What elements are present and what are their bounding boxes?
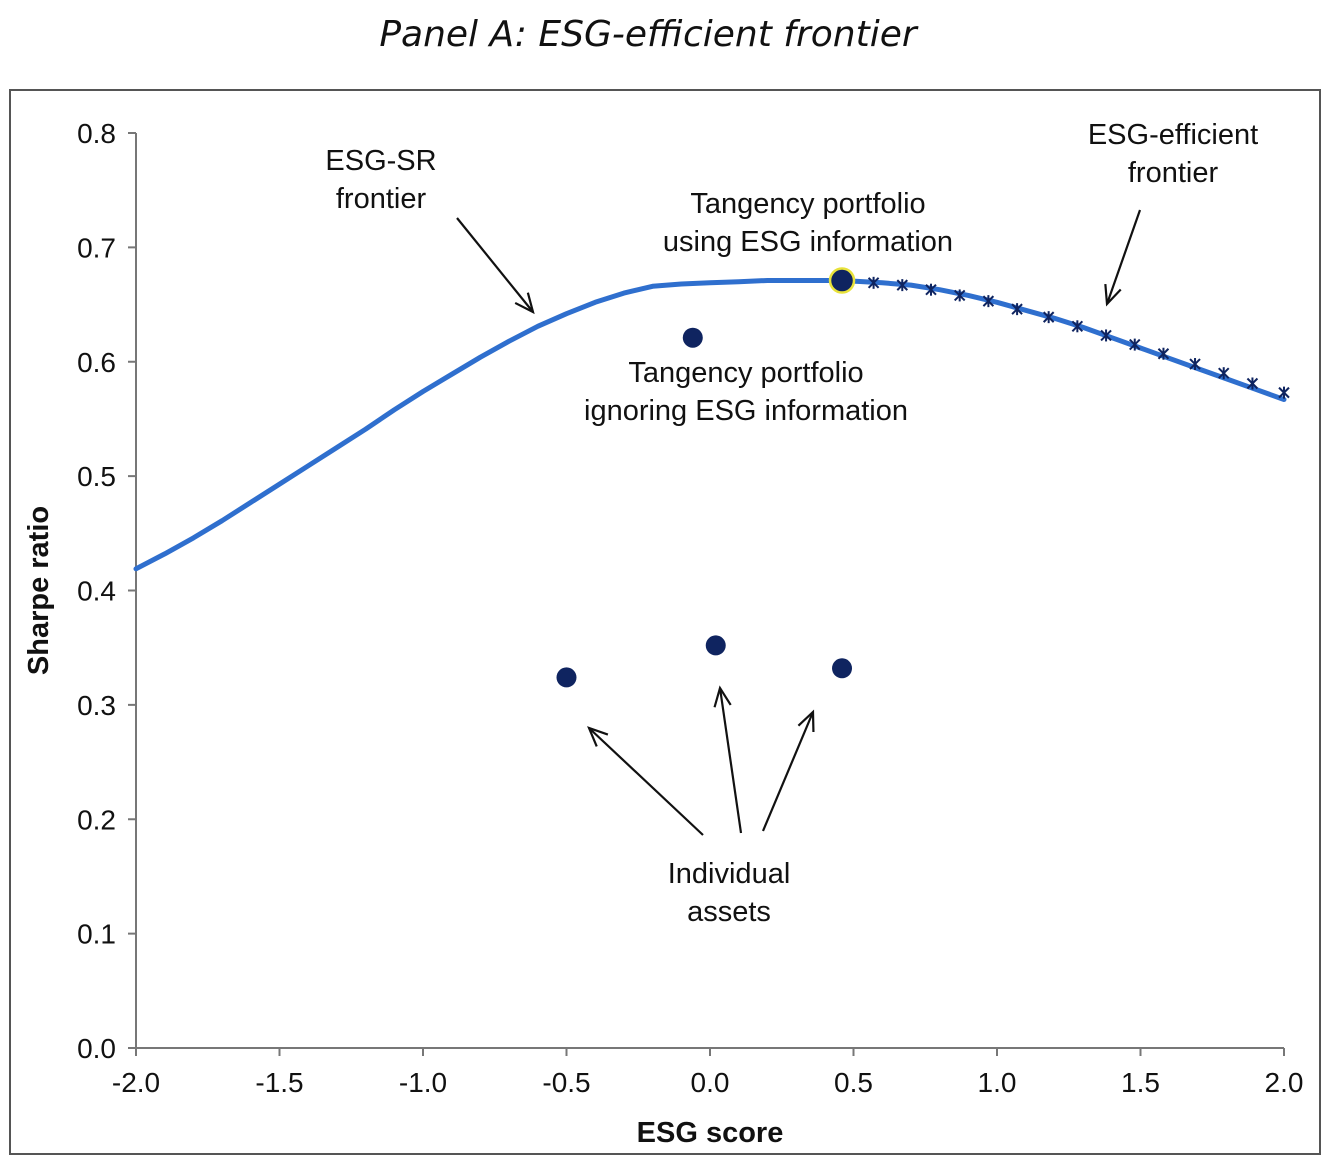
y-tick-label: 0.5 [77, 461, 116, 492]
efficient-frontier-marker [1246, 377, 1259, 390]
individual-asset-point [705, 635, 726, 656]
y-tick-label: 0.3 [77, 690, 116, 721]
efficient-frontier-marker [867, 276, 880, 289]
efficient-frontier-marker [1042, 311, 1055, 324]
x-tick-label: 0.0 [691, 1067, 730, 1098]
efficient-frontier-marker [1011, 303, 1023, 316]
label-tangency-ignoring-esg: ignoring ESG information [584, 395, 908, 427]
arrow-asset-1 [587, 726, 704, 836]
label-esg-sr-frontier: frontier [336, 183, 427, 215]
individual-asset-point [556, 667, 577, 688]
tangency-point-esg [828, 267, 856, 294]
chart-frame [9, 89, 1321, 1155]
label-individual-assets: Individual [668, 858, 791, 890]
label-esg-efficient-frontier: ESG-efficient [1088, 119, 1258, 151]
arrow-shaft [588, 727, 704, 836]
efficient-frontier-marker [1218, 367, 1230, 380]
efficient-frontier-marker [1071, 320, 1084, 333]
y-axis-label: Sharpe ratio [23, 506, 55, 675]
arrow-shaft [456, 217, 534, 313]
tangency-point-ignoring [682, 327, 703, 348]
x-tick-label: -1.5 [255, 1067, 303, 1098]
frontier-line [133, 278, 1287, 572]
arrow-head [1104, 283, 1122, 307]
y-tick-label: 0.0 [77, 1033, 116, 1064]
label-tangency-ignoring-esg: Tangency portfolio [628, 357, 863, 389]
efficient-frontier-marker [925, 283, 937, 296]
label-tangency-using-esg: using ESG information [663, 226, 953, 258]
label-esg-sr-frontier: ESG-SR [325, 145, 436, 177]
arrow-head [797, 709, 815, 733]
x-tick-label: 1.0 [978, 1067, 1017, 1098]
arrow-head [514, 292, 535, 315]
y-tick-label: 0.8 [77, 118, 116, 149]
y-tick-label: 0.1 [77, 919, 116, 950]
efficient-frontier-marker [1157, 347, 1170, 360]
efficient-frontier-marker [896, 279, 908, 292]
annotations: ESG-SR frontier ESG-efficient frontier Tange… [325, 119, 1258, 928]
arrow-asset-2 [713, 685, 743, 834]
axes: 0.0 0.1 0.2 0.3 0.4 0.5 0.6 0.7 0.8 -2.0 -1.5 -1.0 -… [23, 118, 1303, 1149]
arrows [456, 209, 1142, 836]
label-tangency-using-esg: Tangency portfolio [690, 188, 925, 220]
curves [133, 278, 1287, 572]
x-tick-label: -2.0 [112, 1067, 160, 1098]
arrow-asset-3 [761, 709, 815, 832]
arrow-shaft [718, 687, 743, 834]
arrow-shaft [761, 711, 815, 832]
label-esg-efficient-frontier: frontier [1128, 157, 1219, 189]
arrow-shaft [1105, 209, 1142, 305]
efficient-frontier-marker [1129, 338, 1141, 351]
efficient-frontier-marker [953, 289, 966, 302]
y-tick-label: 0.7 [77, 232, 116, 263]
chart-title: Panel A: ESG-efficient frontier [379, 14, 917, 55]
x-tick-label: 1.5 [1121, 1067, 1160, 1098]
x-axis-label: ESG score [637, 1117, 784, 1149]
marks [556, 267, 1290, 688]
efficient-frontier-marker [1189, 358, 1201, 371]
arrow-esg-efficient [1104, 209, 1142, 307]
individual-asset-point [832, 658, 853, 679]
x-tick-label: 0.5 [834, 1067, 873, 1098]
x-tick-label: -0.5 [542, 1067, 590, 1098]
x-tick-label: -1.0 [399, 1067, 447, 1098]
label-individual-assets: assets [687, 896, 771, 928]
efficient-frontier-marker [1100, 329, 1112, 342]
y-tick-label: 0.4 [77, 576, 116, 607]
efficient-frontier-marker [1278, 386, 1290, 399]
efficient-frontier-marker [982, 295, 995, 308]
y-tick-label: 0.2 [77, 804, 116, 835]
x-tick-label: 2.0 [1265, 1067, 1304, 1098]
arrow-head [587, 726, 609, 747]
arrow-head [713, 685, 732, 708]
arrow-esg-sr [456, 217, 535, 315]
y-tick-label: 0.6 [77, 347, 116, 378]
